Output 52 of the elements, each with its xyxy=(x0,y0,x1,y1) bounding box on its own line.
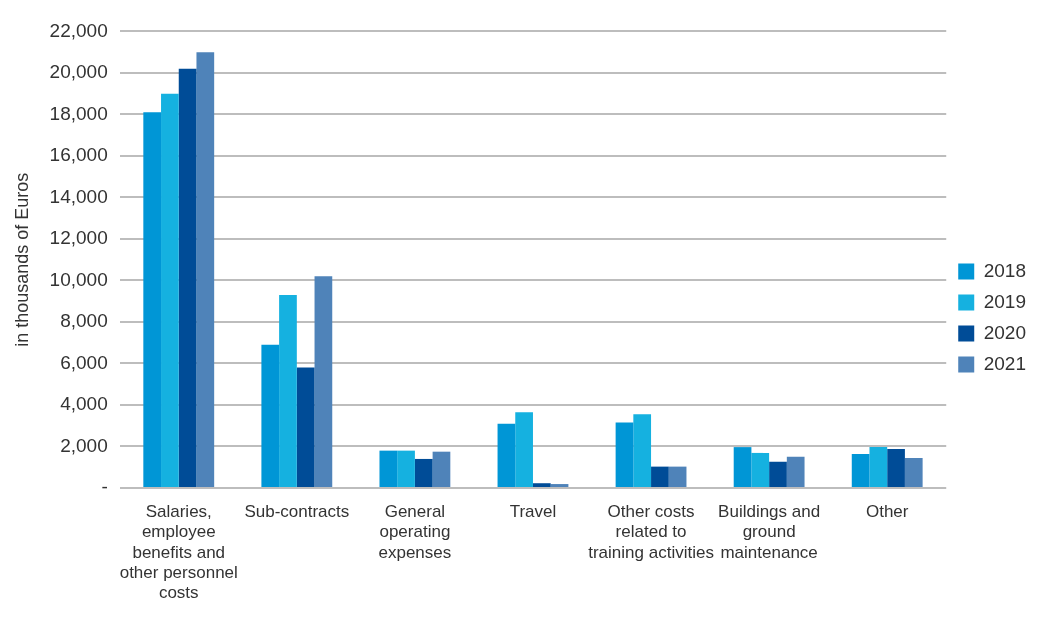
y-tick-label: - xyxy=(101,476,108,498)
bar xyxy=(196,52,215,487)
bar xyxy=(869,447,888,487)
legend-label: 2020 xyxy=(983,321,1027,343)
bar xyxy=(515,412,533,487)
bar xyxy=(651,466,669,487)
bar xyxy=(904,457,923,487)
y-tick-label: 2,000 xyxy=(60,434,108,456)
bar xyxy=(379,450,398,487)
bar xyxy=(279,294,297,487)
bar xyxy=(615,422,634,487)
y-axis-title: in thousands of Euros xyxy=(11,172,32,347)
bar xyxy=(261,344,280,487)
x-tick-label: Salaries, employee benefits and other personnel costs xyxy=(119,501,238,603)
y-tick-label: 16,000 xyxy=(49,144,108,166)
x-tick-label: Travel xyxy=(509,501,557,521)
y-tick-label: 18,000 xyxy=(49,102,108,124)
legend-label: 2018 xyxy=(983,259,1027,281)
bar xyxy=(733,447,752,487)
bar xyxy=(532,483,551,487)
bar xyxy=(161,93,179,487)
bar xyxy=(497,423,516,487)
x-tick-label: Sub-contracts xyxy=(244,501,350,521)
y-tick-label: 22,000 xyxy=(49,19,108,41)
bar xyxy=(887,448,905,487)
x-tick-label: General operating expenses xyxy=(378,501,452,562)
bar xyxy=(751,452,770,487)
x-tick-label: Other costs related to training activities xyxy=(588,501,714,562)
bar xyxy=(668,466,687,487)
x-tick-label: Buildings and ground maintenance xyxy=(718,501,821,562)
bar xyxy=(414,458,433,487)
bar xyxy=(633,414,652,487)
y-tick-label: 6,000 xyxy=(60,351,108,373)
bar xyxy=(143,112,162,487)
y-tick-label: 14,000 xyxy=(49,185,108,207)
bar xyxy=(314,276,333,487)
bar xyxy=(432,451,451,487)
y-tick-label: 8,000 xyxy=(60,310,108,332)
y-tick-label: 20,000 xyxy=(49,61,108,83)
bar xyxy=(397,450,415,487)
bar xyxy=(550,484,569,487)
bar xyxy=(769,461,787,487)
bar xyxy=(296,367,315,487)
bar xyxy=(178,68,197,487)
bar xyxy=(786,456,805,487)
legend-label: 2019 xyxy=(983,290,1027,312)
y-tick-label: 10,000 xyxy=(49,268,108,290)
legend-label: 2021 xyxy=(983,352,1027,374)
y-tick-label: 12,000 xyxy=(49,227,108,249)
bar xyxy=(851,453,870,487)
x-tick-label: Other xyxy=(865,501,909,521)
y-tick-label: 4,000 xyxy=(60,393,108,415)
